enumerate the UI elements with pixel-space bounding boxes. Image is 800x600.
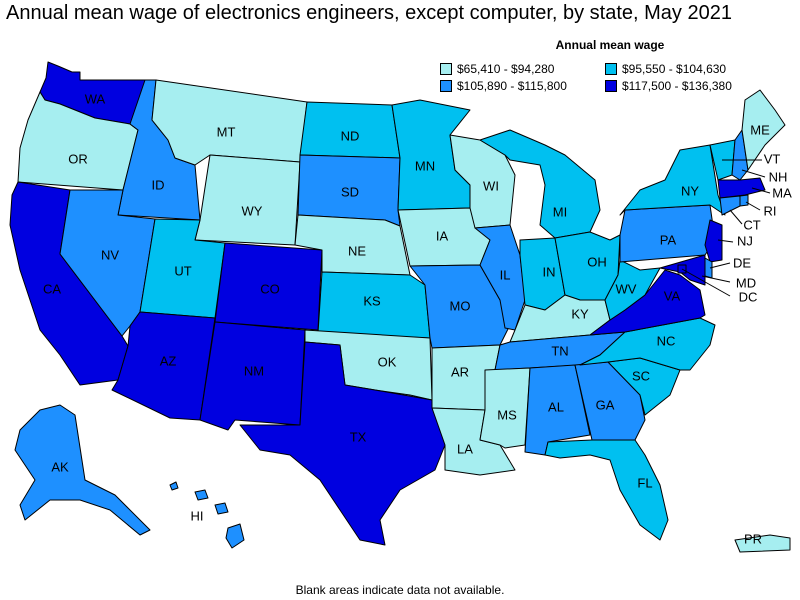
map-title: Annual mean wage of electronics engineer… [6, 2, 732, 24]
legend-swatch [605, 63, 617, 75]
state-HI[interactable] [169, 481, 245, 549]
state-label-AZ: AZ [160, 353, 177, 368]
state-label-MT: MT [217, 124, 236, 139]
state-label-OK: OK [378, 354, 397, 369]
legend-label: $65,410 - $94,280 [457, 62, 555, 76]
legend-label: $95,550 - $104,630 [622, 62, 727, 76]
state-label-MD: MD [736, 275, 756, 290]
state-label-AL: AL [548, 399, 564, 414]
state-label-ND: ND [341, 128, 360, 143]
legend-label: $105,890 - $115,800 [457, 79, 567, 93]
state-label-DC: DC [739, 289, 758, 304]
state-label-AR: AR [451, 364, 469, 379]
state-label-RI: RI [764, 203, 777, 218]
state-label-TX: TX [350, 429, 367, 444]
state-label-CA: CA [43, 281, 61, 296]
state-label-NJ: NJ [737, 233, 753, 248]
state-ME[interactable] [741, 89, 786, 171]
state-label-NC: NC [657, 333, 676, 348]
state-NH[interactable] [731, 129, 749, 181]
state-WY[interactable] [194, 154, 301, 246]
state-label-HI: HI [191, 508, 204, 523]
state-label-IL: IL [500, 267, 511, 282]
state-label-SD: SD [341, 184, 359, 199]
state-MA[interactable] [717, 177, 766, 199]
state-label-ME: ME [750, 122, 770, 137]
state-label-WV: WV [616, 281, 637, 296]
state-label-PR: PR [744, 531, 762, 546]
state-label-KY: KY [571, 306, 589, 321]
state-label-MN: MN [415, 158, 435, 173]
state-label-OH: OH [587, 254, 607, 269]
state-label-UT: UT [174, 263, 191, 278]
state-label-NM: NM [244, 363, 264, 378]
state-FL[interactable] [544, 439, 669, 541]
state-label-LA: LA [457, 441, 473, 456]
state-label-VA: VA [664, 288, 681, 303]
state-label-WA: WA [85, 91, 106, 106]
legend-item-tier-3: $117,500 - $136,380 [605, 79, 780, 93]
state-label-MI: MI [553, 204, 567, 219]
state-label-VT: VT [764, 151, 781, 166]
state-RI[interactable] [739, 194, 749, 207]
state-label-WI: WI [483, 178, 499, 193]
state-label-CT: CT [743, 217, 760, 232]
state-label-IA: IA [436, 228, 449, 243]
state-label-CO: CO [260, 281, 280, 296]
state-label-SC: SC [632, 368, 650, 383]
legend-item-tier-2: $105,890 - $115,800 [440, 79, 605, 93]
legend: Annual mean wage $65,410 - $94,280 $95,5… [440, 38, 780, 93]
state-TX[interactable] [239, 341, 446, 546]
state-AK[interactable] [14, 404, 151, 536]
state-CT[interactable] [719, 195, 741, 216]
state-label-MS: MS [497, 407, 517, 422]
state-label-KS: KS [363, 293, 381, 308]
state-MT[interactable] [151, 79, 308, 166]
legend-swatch [605, 80, 617, 92]
legend-label: $117,500 - $136,380 [622, 79, 732, 93]
state-label-FL: FL [637, 475, 652, 490]
state-label-NV: NV [101, 247, 119, 262]
state-label-MA: MA [772, 185, 792, 200]
legend-swatch [440, 63, 452, 75]
state-label-IN: IN [543, 264, 556, 279]
state-label-DE: DE [733, 255, 751, 270]
legend-item-tier-0: $65,410 - $94,280 [440, 62, 605, 76]
state-NJ[interactable] [704, 219, 723, 263]
state-label-GA: GA [596, 397, 615, 412]
state-label-MO: MO [450, 298, 471, 313]
footnote: Blank areas indicate data not available. [295, 583, 505, 597]
state-NY[interactable] [619, 144, 726, 216]
state-label-NY: NY [681, 183, 699, 198]
legend-swatch [440, 80, 452, 92]
state-label-OR: OR [68, 151, 88, 166]
state-label-PA: PA [660, 232, 677, 247]
legend-title: Annual mean wage [555, 38, 665, 52]
state-label-WY: WY [242, 203, 263, 218]
state-label-TN: TN [551, 343, 568, 358]
state-label-NE: NE [348, 243, 366, 258]
state-PR[interactable] [734, 534, 791, 553]
state-label-NH: NH [769, 169, 788, 184]
state-label-ID: ID [152, 177, 165, 192]
state-label-AK: AK [51, 459, 69, 474]
state-IL[interactable] [474, 224, 526, 331]
legend-item-tier-1: $95,550 - $104,630 [605, 62, 780, 76]
